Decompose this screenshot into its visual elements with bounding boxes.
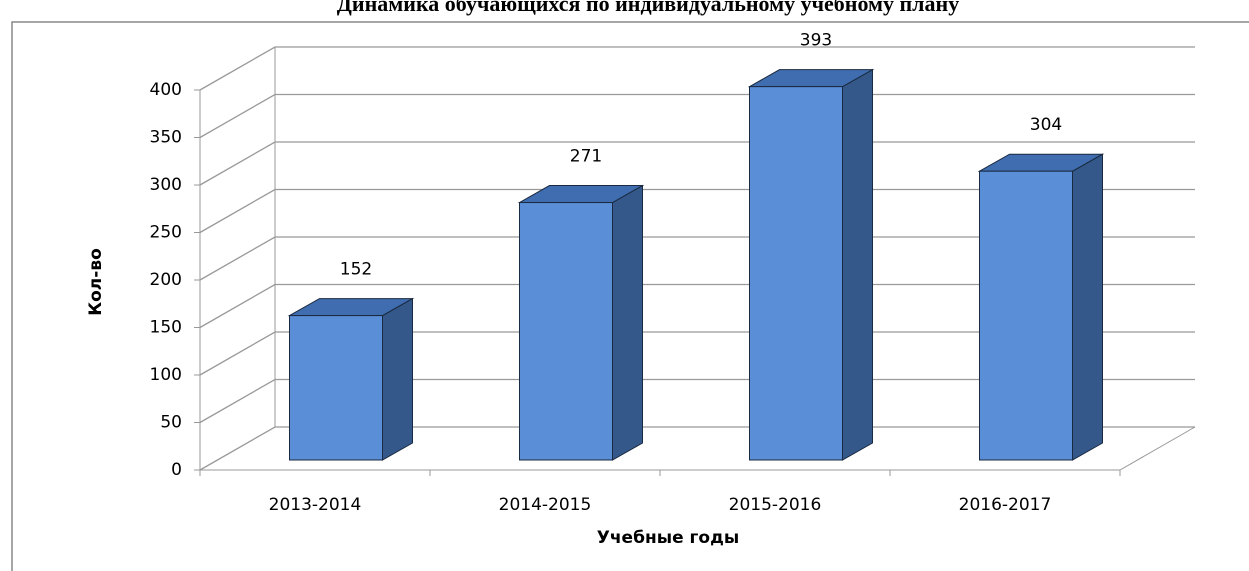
data-label: 271 — [570, 147, 602, 167]
data-label: 304 — [1030, 115, 1062, 135]
x-tick-label: 2013-2014 — [269, 495, 362, 515]
grid-line — [199, 188, 1195, 234]
y-tick-label: 50 — [160, 413, 182, 433]
grid-line — [199, 141, 1195, 186]
bar — [979, 170, 1073, 461]
chart-title: Динамика обучающихся по индивидуальному … — [337, 0, 959, 16]
grid-line — [199, 426, 1195, 471]
data-label: 393 — [800, 31, 832, 51]
y-tick-label: 300 — [150, 175, 182, 195]
data-label: 152 — [340, 260, 372, 280]
y-tick-label: 150 — [150, 318, 182, 338]
chart-border — [11, 21, 1249, 571]
y-tick-label: 400 — [150, 80, 182, 100]
x-tick-label: 2014-2015 — [499, 495, 592, 515]
y-tick-label: 100 — [150, 365, 182, 385]
x-tick-label: 2016-2017 — [959, 495, 1052, 515]
y-tick-label: 350 — [150, 128, 182, 148]
grid-line — [199, 93, 1195, 139]
grid-line — [199, 331, 1195, 376]
bar — [519, 202, 613, 461]
grid-line — [199, 378, 1195, 424]
y-tick-label: 0 — [171, 460, 182, 480]
grid-line — [199, 236, 1195, 281]
y-tick-label: 250 — [150, 223, 182, 243]
bar — [289, 315, 383, 461]
x-tick-label: 2015-2016 — [729, 495, 822, 515]
bar-side — [382, 297, 413, 461]
x-axis-title: Учебные годы — [597, 528, 739, 548]
y-tick-label: 200 — [150, 270, 182, 290]
bar-side — [612, 184, 643, 461]
grid-line — [199, 46, 1195, 91]
bar — [749, 86, 843, 461]
bar-side — [1072, 153, 1103, 461]
bar-side — [842, 68, 873, 461]
grid-line — [199, 283, 1195, 329]
y-axis-title: Кол-во — [86, 248, 106, 316]
